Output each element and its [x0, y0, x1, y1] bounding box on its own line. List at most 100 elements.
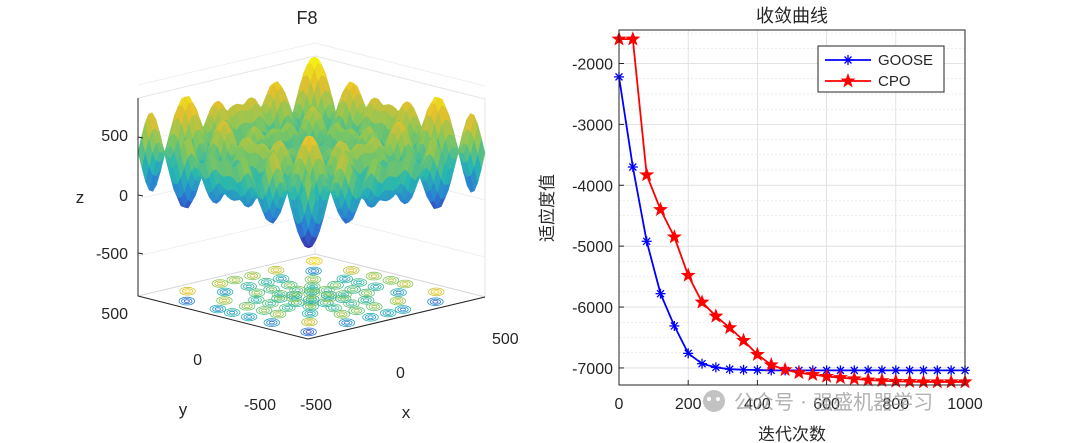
- marker-goose: [641, 236, 652, 247]
- contour-ring: [294, 288, 301, 292]
- contour-ring: [370, 274, 377, 278]
- z-axis-label: z: [76, 188, 85, 207]
- contour-ring: [271, 289, 289, 299]
- contour-ring: [367, 315, 374, 319]
- contour-ring: [229, 310, 236, 315]
- contour-ring: [244, 271, 261, 281]
- contour-ring: [248, 295, 265, 305]
- contour-ring: [260, 279, 272, 286]
- x-tick-label: 200: [675, 396, 702, 413]
- contour-ring: [311, 259, 318, 263]
- contour-ring: [291, 287, 304, 294]
- contour-ring: [330, 306, 337, 310]
- contour-ring: [366, 302, 383, 311]
- x-tick: 500: [492, 331, 519, 348]
- contour-ring: [336, 274, 354, 284]
- contour-ring: [387, 278, 394, 283]
- x-tick-label: 600: [813, 396, 840, 413]
- contour-ring: [263, 280, 270, 284]
- marker-cpo: [874, 372, 890, 388]
- marker-cpo: [832, 369, 848, 385]
- marker-goose: [724, 364, 735, 375]
- contour-ring: [306, 283, 318, 290]
- contour-ring: [308, 258, 320, 265]
- contour-ring: [341, 319, 353, 326]
- contour-ring: [270, 309, 287, 319]
- contour-ring: [278, 277, 285, 281]
- contour-ring: [337, 291, 350, 298]
- marker-goose: [697, 358, 708, 369]
- marker-goose: [738, 364, 749, 375]
- x-tick-label: 1000: [947, 396, 983, 413]
- contour-ring: [301, 309, 319, 318]
- contour-ring: [433, 290, 440, 294]
- legend: GOOSE CPO: [817, 45, 945, 93]
- marker-cpo: [791, 364, 807, 380]
- marker-goose: [946, 365, 957, 376]
- marker-cpo: [653, 201, 669, 216]
- contour-ring: [178, 296, 196, 306]
- contour-ring: [211, 279, 229, 288]
- contour-ring: [222, 290, 229, 294]
- contour-ring: [261, 308, 268, 313]
- contour-ring: [268, 320, 275, 325]
- contour-ring: [304, 275, 322, 284]
- contour-ring: [262, 299, 279, 308]
- contour-ring: [432, 300, 439, 304]
- contour-ring: [281, 280, 298, 290]
- contour-ring: [272, 274, 290, 284]
- wechat-icon: [703, 390, 725, 412]
- contour-ring: [389, 296, 407, 306]
- x-axis-label: x: [402, 403, 411, 422]
- marker-goose: [710, 362, 721, 373]
- y-tick-label: -4000: [572, 178, 613, 195]
- x-tick-label: 400: [744, 396, 771, 413]
- contour-ring: [430, 288, 442, 295]
- contour-ring: [399, 280, 411, 287]
- contour-ring: [249, 274, 256, 278]
- z-tick-mark: [137, 252, 144, 255]
- x-axis-line: [307, 296, 486, 340]
- contour-ring: [362, 312, 379, 322]
- marker-cpo: [763, 357, 779, 372]
- contour-ring: [255, 306, 273, 315]
- contour-ring: [240, 312, 258, 322]
- contour-ring: [345, 300, 357, 307]
- contour-ring: [283, 282, 295, 289]
- x-tick-label: 0: [615, 396, 624, 413]
- y-tick-label: -3000: [572, 117, 613, 134]
- contour-ring: [363, 291, 370, 295]
- contour-ring: [307, 311, 314, 316]
- contour-ring: [209, 304, 227, 314]
- contour-ring: [281, 304, 293, 311]
- contour-ring: [258, 307, 270, 314]
- legend-label-cpo: CPO: [878, 73, 911, 90]
- contour-ring: [343, 299, 360, 309]
- marker-goose: [863, 365, 874, 376]
- contour-ring: [266, 319, 278, 326]
- contour-ring: [303, 318, 315, 325]
- y-axis-label: 适应度值: [538, 174, 558, 242]
- z-tick: 0: [119, 188, 128, 205]
- contour-ring: [284, 306, 291, 310]
- y-tick-labels: -2000 -3000 -4000 -5000 -6000 -7000: [572, 56, 613, 377]
- marker-cpo: [708, 308, 724, 323]
- contour-ring: [275, 312, 282, 316]
- contour-ring: [248, 288, 266, 298]
- contour-ring: [427, 297, 444, 307]
- contour-ring: [258, 277, 275, 287]
- contour-ring: [358, 288, 375, 298]
- contour-ring: [245, 284, 252, 289]
- contour-ring: [307, 276, 319, 283]
- plot-frame: [618, 29, 966, 386]
- marker-cpo: [736, 332, 752, 347]
- contour-ring: [300, 327, 317, 337]
- contour-ring: [253, 291, 260, 295]
- contour-ring: [346, 286, 359, 293]
- contour-ring: [221, 298, 228, 303]
- contour-ring: [382, 276, 400, 285]
- contour-ring: [184, 289, 191, 293]
- contour-ring: [214, 280, 226, 287]
- surface-mesh: [137, 56, 486, 249]
